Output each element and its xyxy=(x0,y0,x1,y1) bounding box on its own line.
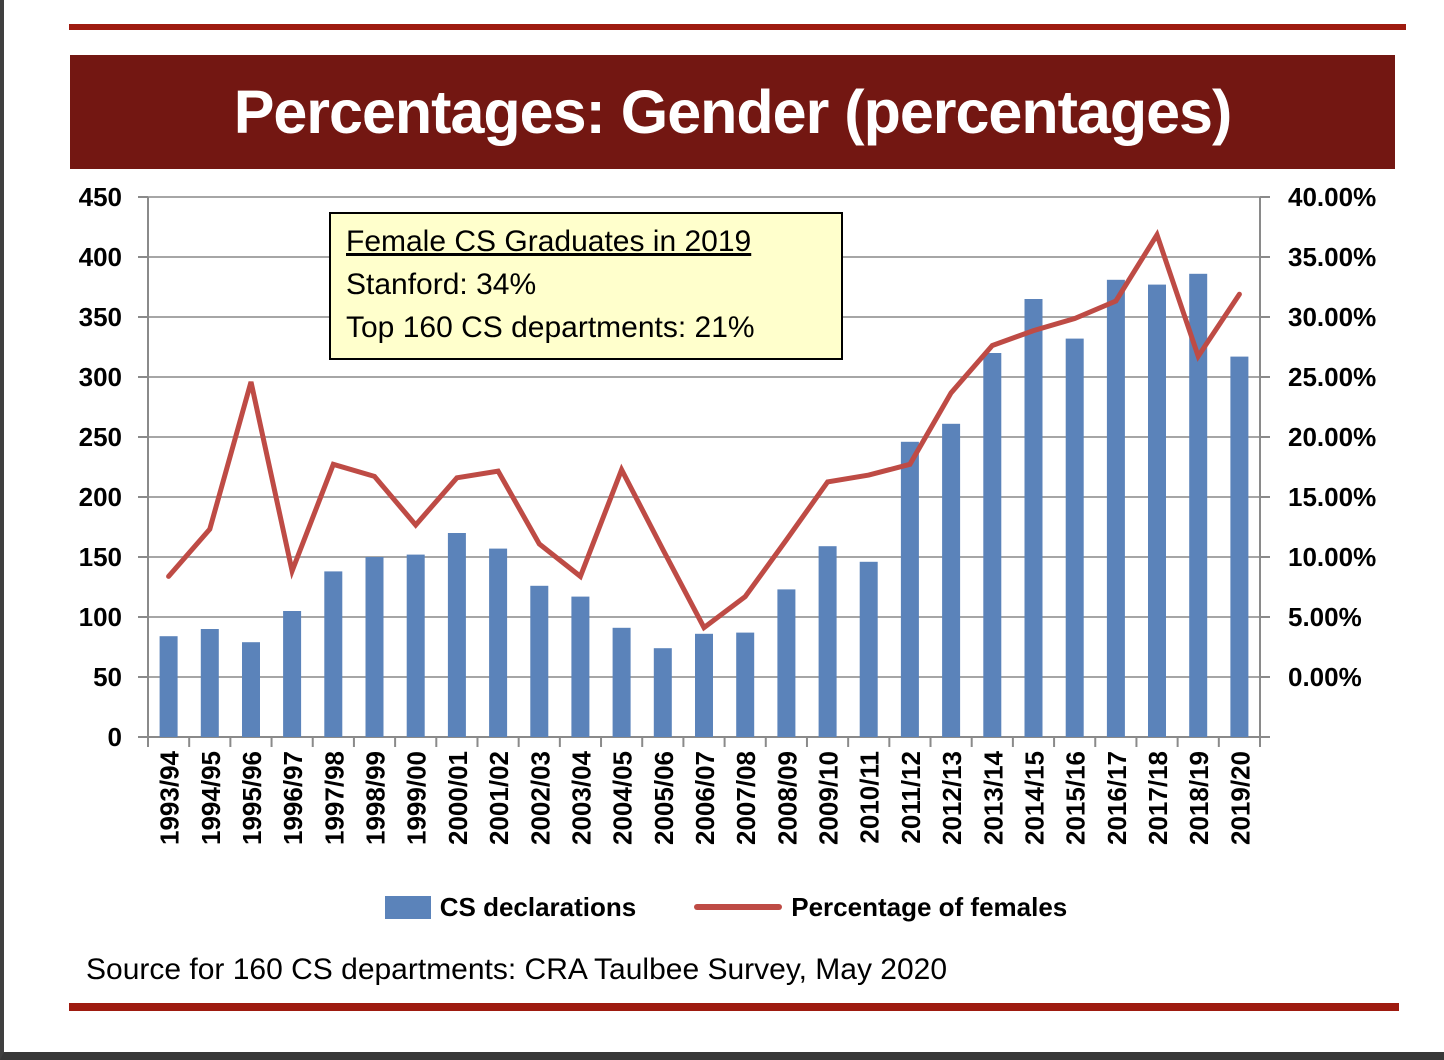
x-axis-label-2002/03: 2002/03 xyxy=(525,751,555,845)
x-axis-label-2014/15: 2014/15 xyxy=(1019,751,1049,845)
left-axis-label: 150 xyxy=(79,542,122,572)
bar-2000/01 xyxy=(447,533,466,737)
source-note: Source for 160 CS departments: CRA Taulb… xyxy=(86,953,948,986)
x-axis-label-2001/02: 2001/02 xyxy=(484,751,514,845)
callout-line-top160: Top 160 CS departments: 21% xyxy=(346,311,755,344)
x-axis-label-2008/09: 2008/09 xyxy=(772,751,802,845)
bar-series-swatch xyxy=(384,895,431,919)
x-axis-label-2009/10: 2009/10 xyxy=(814,751,844,845)
right-axis-label: 20.00% xyxy=(1288,422,1376,452)
bar-2008/09 xyxy=(777,589,796,737)
x-axis-label-1993/94: 1993/94 xyxy=(155,750,185,845)
left-axis-label: 100 xyxy=(79,602,122,632)
bar-2018/19 xyxy=(1189,273,1208,737)
bar-1999/00 xyxy=(406,554,425,737)
right-axis-label: 10.00% xyxy=(1288,542,1376,572)
x-axis-label-2018/19: 2018/19 xyxy=(1184,751,1214,845)
right-axis-label: 0.00% xyxy=(1288,662,1362,692)
x-axis-label-2019/20: 2019/20 xyxy=(1225,751,1255,845)
x-axis-label-1999/00: 1999/00 xyxy=(402,751,432,845)
x-axis-label-2011/12: 2011/12 xyxy=(896,751,926,844)
left-axis-label: 400 xyxy=(79,242,122,272)
right-axis-label: 35.00% xyxy=(1288,242,1376,272)
x-axis-label-2016/17: 2016/17 xyxy=(1102,751,1132,845)
bottom-accent-rule xyxy=(69,1003,1399,1011)
slide-title: Percentages: Gender (percentages) xyxy=(233,78,1233,146)
x-axis-label-2004/05: 2004/05 xyxy=(608,751,638,845)
legend-item-cs-declarations: CS declarations xyxy=(384,891,637,923)
bar-2017/18 xyxy=(1148,284,1166,737)
bar-2014/15 xyxy=(1024,299,1043,737)
bar-2009/10 xyxy=(818,546,837,737)
bar-2007/08 xyxy=(736,632,755,737)
bar-2013/14 xyxy=(983,353,1002,737)
bar-2005/06 xyxy=(653,648,672,737)
x-axis-label-1997/98: 1997/98 xyxy=(319,751,349,845)
bar-1996/97 xyxy=(283,611,302,737)
right-axis-label: 40.00% xyxy=(1288,182,1376,212)
x-axis-label-1998/99: 1998/99 xyxy=(361,751,391,845)
percentage-of-females-line xyxy=(166,228,1242,632)
bar-2002/03 xyxy=(530,585,549,737)
x-axis-label-2017/18: 2017/18 xyxy=(1143,751,1173,845)
bar-2006/07 xyxy=(695,633,713,737)
bar-2016/17 xyxy=(1106,279,1125,737)
x-axis-label-2007/08: 2007/08 xyxy=(731,751,761,845)
bar-2001/02 xyxy=(489,548,508,737)
left-axis-label: 250 xyxy=(79,422,122,452)
x-axis-label-1995/96: 1995/96 xyxy=(237,751,267,845)
bar-1995/96 xyxy=(242,642,260,737)
legend-label-cs-declarations: CS declarations xyxy=(439,891,637,922)
left-axis-label: 350 xyxy=(79,302,122,332)
x-axis-label-1996/97: 1996/97 xyxy=(278,751,308,845)
left-axis-label: 50 xyxy=(93,662,122,692)
x-axis-label-2013/14: 2013/14 xyxy=(978,750,1008,845)
bar-1994/95 xyxy=(200,629,219,737)
line-series-swatch xyxy=(694,904,783,910)
left-axis-label: 0 xyxy=(108,722,122,752)
top-accent-rule xyxy=(69,24,1406,30)
bar-1993/94 xyxy=(159,636,178,737)
chart-legend: CS declarations Percentage of females xyxy=(4,891,1444,923)
combo-chart: 450 40.00% 400 35.00% 350 30.00% 300 25.00% 250 2… xyxy=(79,182,1377,845)
legend-label-percentage-of-females: Percentage of females xyxy=(791,891,1068,922)
right-axis-label: 25.00% xyxy=(1288,362,1376,392)
x-axis-label-1994/95: 1994/95 xyxy=(196,751,226,845)
bar-1997/98 xyxy=(324,571,343,737)
legend-item-percentage-of-females: Percentage of females xyxy=(694,892,1067,923)
bar-2019/20 xyxy=(1230,356,1249,737)
left-axis-label: 200 xyxy=(79,482,122,512)
bar-2010/11 xyxy=(859,561,878,737)
x-axis-label-2012/13: 2012/13 xyxy=(937,751,967,845)
bar-2015/16 xyxy=(1065,338,1084,737)
bar-2004/05 xyxy=(612,627,631,737)
x-axis-label-2005/06: 2005/06 xyxy=(649,751,679,845)
right-axis-label: 15.00% xyxy=(1288,482,1376,512)
callout-box: Female CS Graduates in 2019 Stanford: 34… xyxy=(329,212,843,360)
right-axis-label: 30.00% xyxy=(1288,302,1376,332)
bar-2012/13 xyxy=(942,423,961,737)
title-banner: Percentages: Gender (percentages) xyxy=(70,55,1395,169)
bar-2011/12 xyxy=(900,441,919,737)
bar-1998/99 xyxy=(365,557,384,737)
x-axis-label-2000/01: 2000/01 xyxy=(443,751,473,845)
callout-line-stanford: Stanford: 34% xyxy=(346,268,537,301)
x-axis-label-2010/11: 2010/11 xyxy=(855,751,885,844)
right-axis-label: 5.00% xyxy=(1288,602,1362,632)
x-axis-label-2006/07: 2006/07 xyxy=(690,751,720,845)
left-axis-label: 450 xyxy=(79,182,122,212)
left-axis-label: 300 xyxy=(79,362,122,392)
callout-title: Female CS Graduates in 2019 xyxy=(346,225,752,258)
x-axis-label-2003/04: 2003/04 xyxy=(566,750,596,845)
bar-2003/04 xyxy=(571,596,590,737)
x-axis-label-2015/16: 2015/16 xyxy=(1061,751,1091,845)
